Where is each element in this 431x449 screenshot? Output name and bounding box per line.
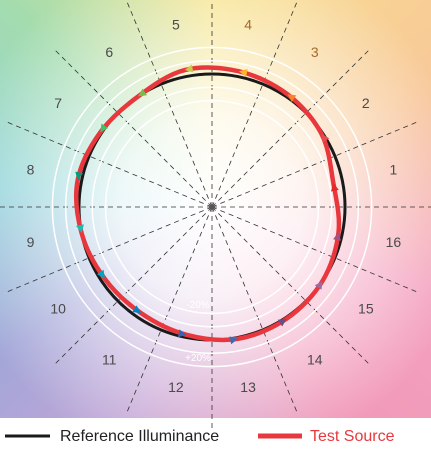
bin-label: 3 [311,44,319,60]
vector-arrow [229,336,239,345]
bin-divider [3,206,213,294]
ring [64,59,360,355]
bin-label: 10 [50,300,66,316]
bin-divider [211,206,421,294]
vector-arrow [333,232,341,241]
bin-divider [211,47,372,208]
legend-label: Test Source [310,428,395,445]
vector-arrow [75,171,84,181]
bin-divider [211,120,421,208]
vector-arrow [184,64,194,73]
ring [91,86,333,328]
bin-divider [211,0,299,208]
ring [104,99,320,315]
vector-arrow [277,318,287,327]
bin-divider [125,0,213,208]
bin-label: 7 [54,95,62,111]
test-curve [74,65,342,343]
bin-label: 16 [386,234,402,250]
bin-divider [3,120,213,208]
vector-arrow [177,329,187,338]
bin-label: 14 [307,352,323,368]
vector-arrow [96,269,105,279]
center-dot [209,204,215,210]
bin-label: 2 [362,95,370,111]
ring [51,46,373,368]
bin-label: 1 [390,162,398,178]
bin-label: 6 [105,44,113,60]
bin-label: 13 [240,379,256,395]
bin-divider [125,206,213,416]
vector-arrow [100,123,109,133]
vector-arrow [76,224,84,233]
bin-divider [211,206,372,367]
ring-label: +20% [185,353,211,364]
bin-label: 4 [244,16,252,32]
vector-arrow [330,182,339,192]
bin-label: 9 [27,234,35,250]
bin-label: 12 [168,379,184,395]
bin-divider [52,47,213,208]
bin-label: 5 [172,16,180,32]
bin-divider [211,206,299,416]
legend-label: Reference Illuminance [60,428,219,445]
bin-divider [52,206,213,367]
bin-label: 8 [27,162,35,178]
vector-arrow [132,305,142,314]
vector-arrow [321,133,330,143]
vector-arrow [287,94,297,102]
bin-label: 11 [102,352,117,368]
vector-arrow [138,88,147,97]
bin-label: 15 [358,300,374,316]
ring-label: -20% [186,300,209,311]
vector-arrow [314,280,323,290]
vector-arrow [238,68,248,77]
